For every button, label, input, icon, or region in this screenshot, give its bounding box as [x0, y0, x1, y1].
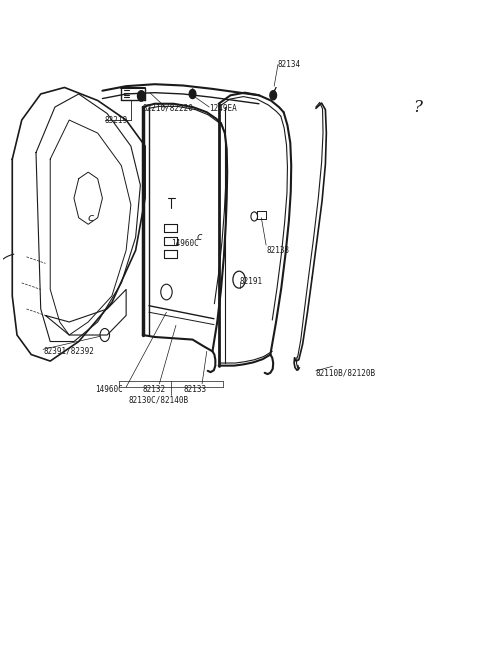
Text: 82133: 82133	[266, 246, 289, 255]
Text: ?: ?	[413, 99, 422, 116]
Text: 82110B/82120B: 82110B/82120B	[316, 369, 376, 377]
Text: 82134: 82134	[278, 60, 301, 69]
Text: 82210/82220: 82210/82220	[143, 104, 193, 113]
Circle shape	[270, 91, 276, 100]
Text: c: c	[197, 233, 203, 242]
Text: 14960C: 14960C	[171, 239, 199, 248]
Text: 14960C: 14960C	[96, 385, 123, 394]
Text: 82133: 82133	[183, 385, 206, 394]
Text: c: c	[87, 213, 94, 223]
Text: 82132: 82132	[143, 385, 166, 394]
Text: 82130C/82140B: 82130C/82140B	[129, 396, 189, 405]
Text: 82191: 82191	[240, 277, 263, 286]
Circle shape	[189, 89, 196, 99]
Text: 1249EA: 1249EA	[209, 104, 237, 113]
Circle shape	[137, 91, 145, 101]
Text: 82391/82392: 82391/82392	[43, 347, 94, 356]
Text: 83219: 83219	[105, 116, 128, 125]
